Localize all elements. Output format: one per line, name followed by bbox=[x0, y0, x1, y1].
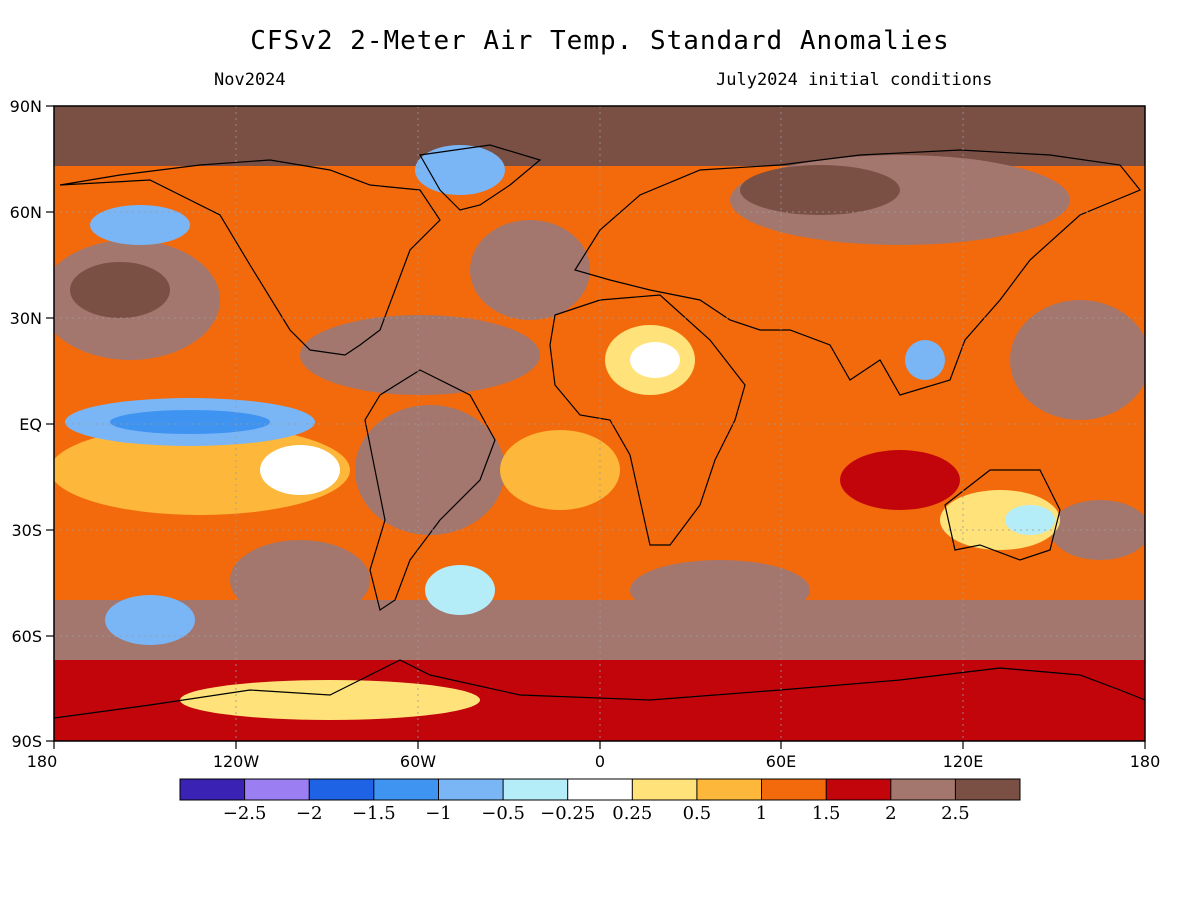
colorbar-label-6: −0.25 bbox=[540, 803, 595, 824]
west-pacific-warm bbox=[1010, 300, 1145, 420]
colorbar-frame bbox=[179, 778, 1021, 801]
lon-label-180-west: 180 bbox=[27, 752, 58, 771]
lat-label-30n: 30N bbox=[10, 309, 42, 328]
lon-label-120w: 120W bbox=[213, 752, 260, 771]
south-pacific-warm bbox=[230, 540, 370, 620]
colorbar-swatch-13 bbox=[955, 779, 1020, 800]
colorbar-label-8: 0.5 bbox=[683, 803, 712, 824]
lat-label-30s: 30S bbox=[11, 521, 42, 540]
colorbar: −2.5 −2 −1.5 −1 −0.5 −0.25 0.25 0.5 1 1.… bbox=[179, 778, 1021, 824]
axis-ticks bbox=[46, 105, 1146, 749]
south-pacific-east-warm bbox=[1050, 500, 1145, 560]
coastlines bbox=[54, 144, 1145, 719]
colorbar-swatch-3 bbox=[309, 779, 374, 800]
tropical-pacific-cool-core bbox=[110, 410, 270, 434]
sahara-neutral bbox=[630, 342, 680, 378]
colorbar-swatch-7 bbox=[567, 779, 633, 800]
south-america-outline bbox=[364, 369, 496, 611]
antarctica-outline bbox=[54, 659, 1145, 719]
eurasia-outline bbox=[574, 149, 1141, 396]
lat-label-90n: 90N bbox=[10, 97, 42, 116]
colorbar-label-11: 2 bbox=[885, 803, 896, 824]
colorbar-label-3: −1.5 bbox=[352, 803, 396, 824]
north-atlantic-warm bbox=[470, 220, 590, 320]
greenland-cool bbox=[415, 145, 505, 195]
colorbar-label-7: 0.25 bbox=[612, 803, 652, 824]
lat-label-60n: 60N bbox=[10, 203, 42, 222]
north-pacific-warm-core bbox=[70, 262, 170, 318]
latitude-labels: 90N 60N 30N EQ 30S 60S 90S bbox=[10, 97, 42, 751]
lon-label-120e: 120E bbox=[943, 752, 984, 771]
arctic-band bbox=[54, 106, 1145, 166]
south-america-warm bbox=[355, 405, 505, 535]
north-america-outline bbox=[59, 159, 441, 356]
colorbar-label-2: −2 bbox=[296, 803, 323, 824]
antarctic-coast-mild bbox=[180, 680, 480, 720]
lon-label-180-east: 180 bbox=[1130, 752, 1161, 771]
colorbar-swatch-11 bbox=[826, 779, 891, 800]
map-title: CFSv2 2-Meter Air Temp. Standard Anomali… bbox=[250, 26, 950, 56]
lon-label-60e: 60E bbox=[766, 752, 796, 771]
colorbar-label-4: −1 bbox=[425, 803, 452, 824]
colorbar-swatch-9 bbox=[696, 779, 762, 800]
siberia-warm-core bbox=[740, 165, 900, 215]
colorbar-label-1: −2.5 bbox=[223, 803, 267, 824]
lat-label-60s: 60S bbox=[11, 627, 42, 646]
colorbar-dividers bbox=[244, 779, 956, 800]
gulf-of-alaska-cool bbox=[90, 205, 190, 245]
lon-label-60w: 60W bbox=[400, 752, 436, 771]
indian-ocean-warm bbox=[840, 450, 960, 510]
colorbar-label-9: 1 bbox=[756, 803, 767, 824]
australia-cool bbox=[1005, 505, 1055, 535]
australia-outline bbox=[944, 469, 1061, 561]
map-panel bbox=[54, 106, 1145, 741]
colorbar-swatch-10 bbox=[761, 779, 827, 800]
central-america-warm bbox=[300, 315, 540, 395]
south-pacific-cool bbox=[105, 595, 195, 645]
colorbar-swatch-5 bbox=[438, 779, 504, 800]
colorbar-swatch-12 bbox=[890, 779, 956, 800]
tropical-pacific-mild bbox=[54, 425, 350, 515]
south-indian-warm bbox=[630, 560, 810, 620]
greenland-outline bbox=[419, 144, 542, 211]
lat-label-90s: 90S bbox=[11, 732, 42, 751]
initial-conditions-label: July2024 initial conditions bbox=[716, 70, 993, 90]
south-atlantic-cool bbox=[425, 565, 495, 615]
east-pacific-neutral bbox=[260, 445, 340, 495]
colorbar-label-5: −0.5 bbox=[481, 803, 525, 824]
colorbar-swatch-1 bbox=[180, 779, 245, 800]
colorbar-swatch-2 bbox=[244, 779, 310, 800]
longitude-labels: 180 120W 60W 0 60E 120E 180 bbox=[27, 752, 1161, 771]
colorbar-swatch-6 bbox=[503, 779, 568, 800]
colorbar-swatch-4 bbox=[373, 779, 439, 800]
south-atlantic-mild bbox=[500, 430, 620, 510]
colorbar-swatch-8 bbox=[632, 779, 697, 800]
graticule bbox=[54, 106, 1145, 741]
lat-label-eq: EQ bbox=[19, 415, 42, 434]
africa-outline bbox=[549, 294, 746, 546]
colorbar-label-10: 1.5 bbox=[812, 803, 841, 824]
lon-label-0: 0 bbox=[595, 752, 605, 771]
china-cool bbox=[905, 340, 945, 380]
colorbar-label-12: 2.5 bbox=[941, 803, 970, 824]
forecast-month-label: Nov2024 bbox=[214, 70, 286, 90]
southern-ocean-band bbox=[54, 600, 1145, 660]
